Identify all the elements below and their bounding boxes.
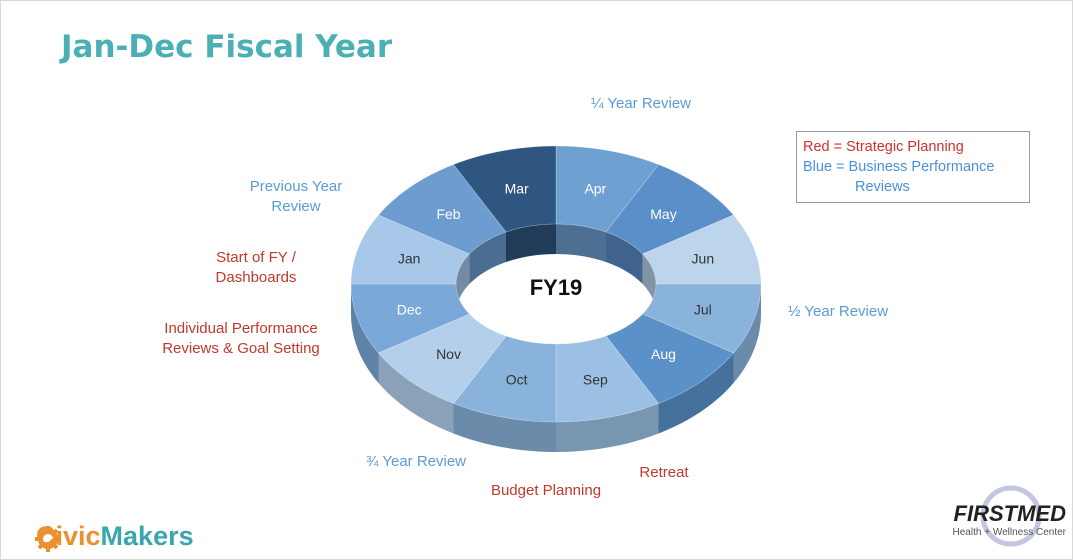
segment-label: Aug <box>651 346 676 362</box>
annotation: Budget Planning <box>490 482 602 499</box>
segment-label: Jun <box>692 250 715 266</box>
segment-label: Jul <box>694 302 712 318</box>
outer-wall <box>351 284 379 383</box>
segment-label: Sep <box>583 372 608 388</box>
outer-wall <box>733 284 761 383</box>
segment-label: Dec <box>397 302 422 318</box>
wall-shade <box>606 232 643 284</box>
annotation: ¼ Year Review <box>590 95 692 112</box>
wall-shade <box>456 254 470 314</box>
annotation: Previous Year Review <box>249 178 343 215</box>
wall-shade <box>556 403 659 452</box>
segment-label: May <box>650 206 676 222</box>
civicmakers-logo: CivicMakers <box>36 521 194 552</box>
segment-label: Apr <box>584 180 606 196</box>
segment-label: Jan <box>398 250 421 266</box>
wall-shade <box>556 224 606 262</box>
segment-label: Oct <box>506 372 528 388</box>
outer-wall <box>453 403 556 452</box>
annotation: Individual Performance Reviews & Goal Se… <box>162 320 320 357</box>
annotation: Start of FY / Dashboards <box>215 249 297 286</box>
wall-shade <box>453 403 556 452</box>
inner-wall <box>506 224 556 262</box>
logo-text: Health + Wellness Center <box>952 527 1066 538</box>
inner-wall <box>606 232 643 284</box>
wall-shade <box>469 232 506 284</box>
wall-shade <box>658 353 734 434</box>
inner-wall <box>456 254 470 314</box>
title: Jan-Dec Fiscal Year <box>61 29 393 65</box>
wall-shade <box>506 224 556 262</box>
inner-wall <box>642 254 656 314</box>
segment <box>453 145 557 233</box>
legend: Red = Strategic Planning Blue = Business … <box>796 131 1030 203</box>
outer-wall <box>378 353 454 434</box>
wall-shade <box>351 284 379 383</box>
wall-shade <box>733 284 761 383</box>
firstmed-swirl <box>980 485 1042 547</box>
outer-wall <box>556 403 659 452</box>
inner-wall <box>469 232 506 284</box>
logo-text: FIRSTMED <box>953 501 1066 526</box>
legend-entry: Red = Strategic Planning <box>803 139 964 155</box>
segment-label: Feb <box>436 206 460 222</box>
center-label: FY19 <box>530 275 583 300</box>
segment-label: Mar <box>505 180 529 196</box>
wall-shade <box>378 353 454 434</box>
firstmed-logo: FIRSTMED Health + Wellness Center <box>941 501 1066 538</box>
civic-gear <box>35 526 61 552</box>
outer-wall <box>658 353 734 434</box>
wall-shade <box>642 254 656 314</box>
annotation: ½ Year Review <box>788 303 889 320</box>
legend-entry: Blue = Business Performance Reviews <box>803 159 995 195</box>
annotation: Retreat <box>639 464 689 481</box>
inner-wall <box>556 224 606 262</box>
logo-text: Makers <box>100 521 194 551</box>
segment-label: Nov <box>436 346 461 362</box>
logo-text: Civic <box>36 521 101 551</box>
annotation: ¾ Year Review <box>365 453 467 470</box>
